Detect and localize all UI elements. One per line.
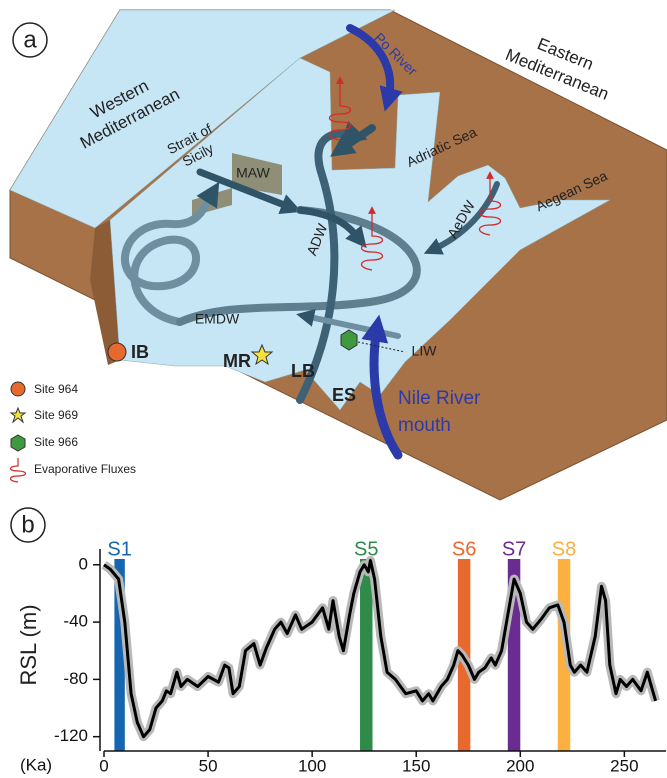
place-label: LB [291,361,315,381]
water-mass-label: EMDW [195,311,240,327]
stage-label: S7 [502,538,526,560]
current-arrow [121,181,220,326]
legend-symbol [10,434,26,452]
line [103,559,658,739]
water-mass-label: MAW [236,165,270,181]
current-arrow [296,206,367,249]
sill [232,153,282,195]
place-label: Nile River [398,388,481,409]
site-966 [340,329,358,351]
place-label: MR [223,351,251,371]
legend-label: Site 964 [34,382,78,396]
panel-label-circle [10,507,46,543]
current-arrow [196,168,302,214]
place-label: mouth [398,415,451,436]
x-tick-label: 50 [199,756,218,775]
x-tick-label: 100 [298,756,326,775]
place-label: ES [332,385,356,405]
western-sea [9,9,396,229]
line-halo [101,556,660,742]
leader [357,341,406,353]
x-tick-label: 200 [506,756,534,775]
legend-symbol [10,381,26,397]
current-arrow [296,121,368,404]
current-arrow [176,206,421,326]
site-964 [107,342,127,362]
stage-label: S8 [552,538,576,560]
panel-label: b [21,511,34,538]
y-tick-label: -80 [63,669,88,688]
x-tick-label: 150 [402,756,430,775]
current-arrow [423,181,500,255]
panel-b: b RSL (m) (Ka) S1 S5 S6 S7 S8 0 -40 -80 -120 0 50 1… [10,507,666,775]
po-arrow [346,24,403,112]
stage-band [114,559,125,751]
legend-label: Evaporative Fluxes [34,462,136,476]
legend-symbol [9,406,27,424]
water-mass-label: LIW [412,343,438,359]
stage-label: S1 [107,538,131,560]
nile-arrow [361,314,403,460]
stage-label: S6 [452,538,476,560]
stage-band [360,559,373,751]
legend-label: Site 966 [34,435,78,449]
y-tick-label: -40 [63,612,88,631]
x-tick-label: 0 [99,756,108,775]
y-tick-label: 0 [79,554,88,573]
x-axis-label: (Ka) [20,755,52,774]
panel-label-circle [12,22,48,58]
y-tick-label: -120 [54,726,88,745]
site-969 [250,343,274,366]
panel-a: a Western Mediterranean Eastern Mediterr… [9,9,667,501]
stage-label: S5 [354,538,378,560]
current-arrow [330,124,376,157]
x-tick-label: 250 [610,756,638,775]
y-axis-label: RSL (m) [16,604,41,685]
legend-label: Site 969 [34,408,78,422]
panel-label: a [23,26,37,53]
place-label: IB [131,342,149,362]
legend-symbol [9,458,27,483]
